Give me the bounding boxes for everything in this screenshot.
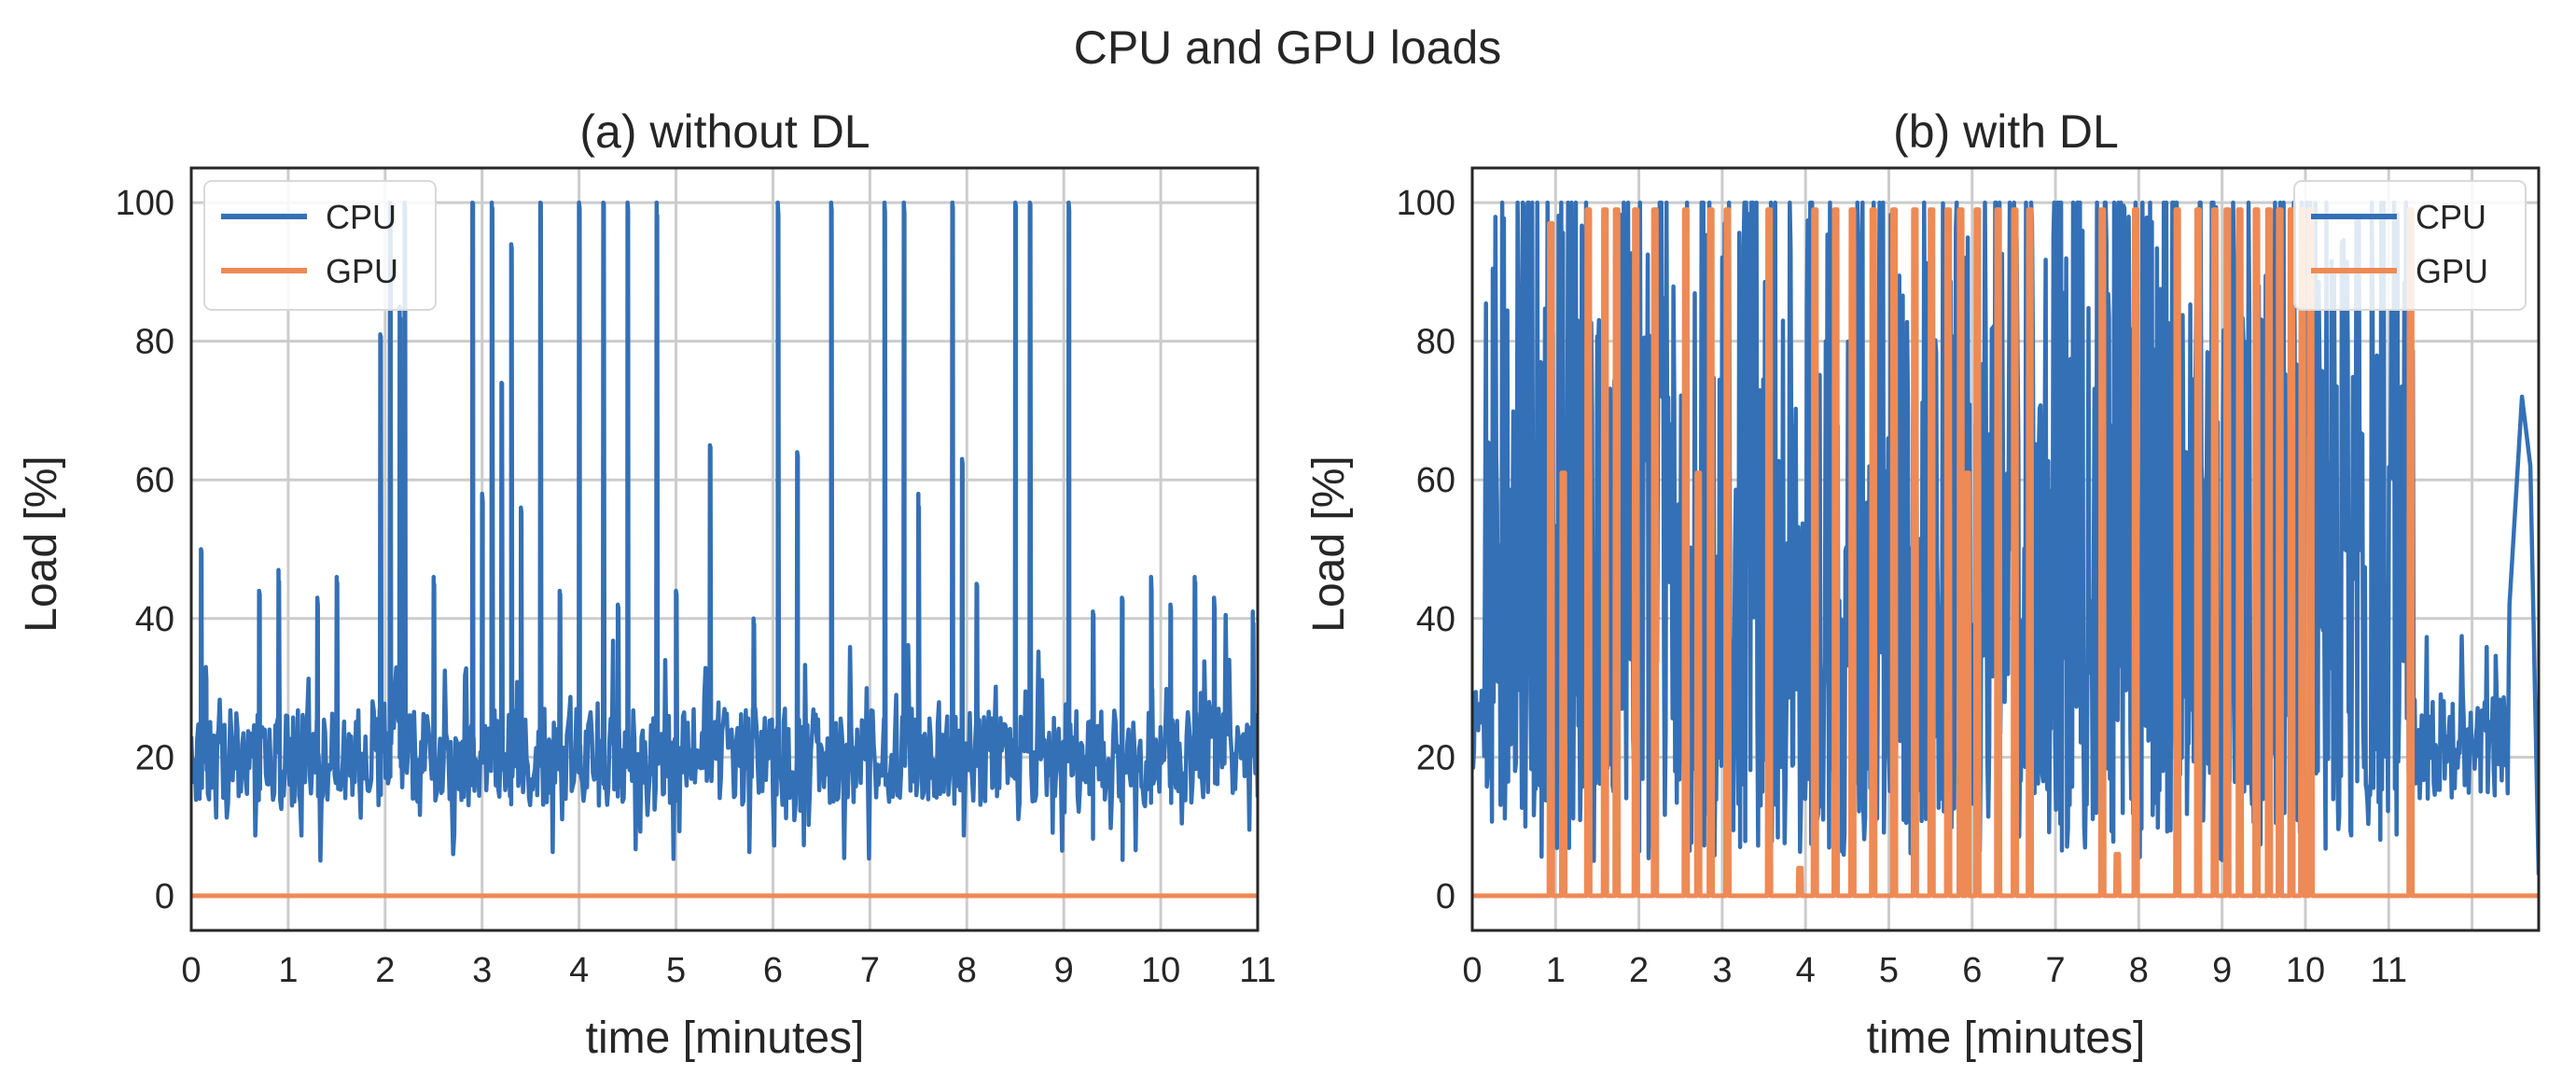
panel-b-title: (b) with DL — [1893, 105, 2119, 158]
panel-b-legend-label-cpu: CPU — [2416, 198, 2486, 236]
panel-a-xtick-10: 10 — [1141, 951, 1180, 990]
panel-b-ytick-3: 60 — [1416, 461, 1455, 500]
panel-b-xlabel: time [minutes] — [1867, 1013, 2146, 1063]
panel-b-ytick-4: 80 — [1416, 323, 1455, 362]
panel-b-legend — [2293, 180, 2527, 311]
panel-a: (a) without DL time [minutes] Load [%] 0… — [17, 105, 1276, 1063]
panel-a-xtick-7: 7 — [860, 951, 880, 990]
panel-b-frame — [1470, 166, 2541, 932]
panel-b-xtick-8: 8 — [2129, 951, 2149, 990]
panel-b-xtick-6: 6 — [1962, 951, 1982, 990]
panel-a-xtick-4: 4 — [569, 951, 589, 990]
panel-b: (b) with DL time [minutes] Load [%] 0 1 2 3… — [1304, 105, 2541, 1063]
panel-b-xtick-11: 11 — [2371, 951, 2407, 990]
panel-a-xtick-2: 2 — [375, 951, 395, 990]
panel-a-xtick-9: 9 — [1054, 951, 1074, 990]
panel-a-ytick-1: 20 — [135, 738, 174, 777]
panel-b-xtick-0: 0 — [1462, 951, 1482, 990]
panel-b-xtick-5: 5 — [1879, 951, 1899, 990]
panel-b-xtick-10: 10 — [2286, 951, 2325, 990]
panel-a-xlabel: time [minutes] — [586, 1013, 865, 1063]
panel-a-ytick-5: 100 — [116, 184, 174, 223]
panel-a-xtick-5: 5 — [666, 951, 686, 990]
panel-b-xtick-7: 7 — [2046, 951, 2066, 990]
panel-b-ytick-0: 0 — [1436, 877, 1455, 916]
panel-b-xtick-1: 1 — [1546, 951, 1566, 990]
panel-a-xtick-6: 6 — [763, 951, 783, 990]
panel-b-xtick-9: 9 — [2212, 951, 2232, 990]
panel-a-xtick-3: 3 — [472, 951, 492, 990]
panel-a-xtick-1: 1 — [278, 951, 298, 990]
panel-a-legend-label-gpu: GPU — [326, 252, 398, 290]
figure-title: CPU and GPU loads — [1074, 21, 1502, 74]
panel-a-ylabel: Load [%] — [17, 455, 66, 632]
panel-b-ytick-2: 40 — [1416, 600, 1455, 639]
panel-b-xtick-2: 2 — [1629, 951, 1649, 990]
panel-b-series-cpu — [1472, 200, 2539, 875]
panel-a-title: (a) without DL — [579, 105, 870, 158]
panel-a-frame — [189, 166, 1260, 932]
panel-a-legend — [203, 180, 437, 311]
panel-b-legend-label-gpu: GPU — [2416, 252, 2488, 290]
panel-a-ytick-4: 80 — [135, 323, 174, 362]
panel-a-ytick-0: 0 — [155, 877, 174, 916]
panel-a-ytick-3: 60 — [135, 461, 174, 500]
panel-a-ytick-2: 40 — [135, 600, 174, 639]
panel-a-legend-label-cpu: CPU — [326, 198, 397, 236]
panel-a-xtick-0: 0 — [181, 951, 201, 990]
panel-b-ytick-5: 100 — [1397, 184, 1455, 223]
panel-b-ylabel: Load [%] — [1304, 455, 1354, 632]
panel-b-xtick-3: 3 — [1712, 951, 1732, 990]
panel-b-ytick-1: 20 — [1416, 738, 1455, 777]
panel-a-xtick-8: 8 — [957, 951, 977, 990]
panel-a-series-cpu — [191, 200, 1258, 863]
panel-b-xtick-4: 4 — [1796, 951, 1816, 990]
panel-a-xtick-11: 11 — [1239, 951, 1275, 990]
panel-b-series-gpu — [1472, 207, 2539, 899]
